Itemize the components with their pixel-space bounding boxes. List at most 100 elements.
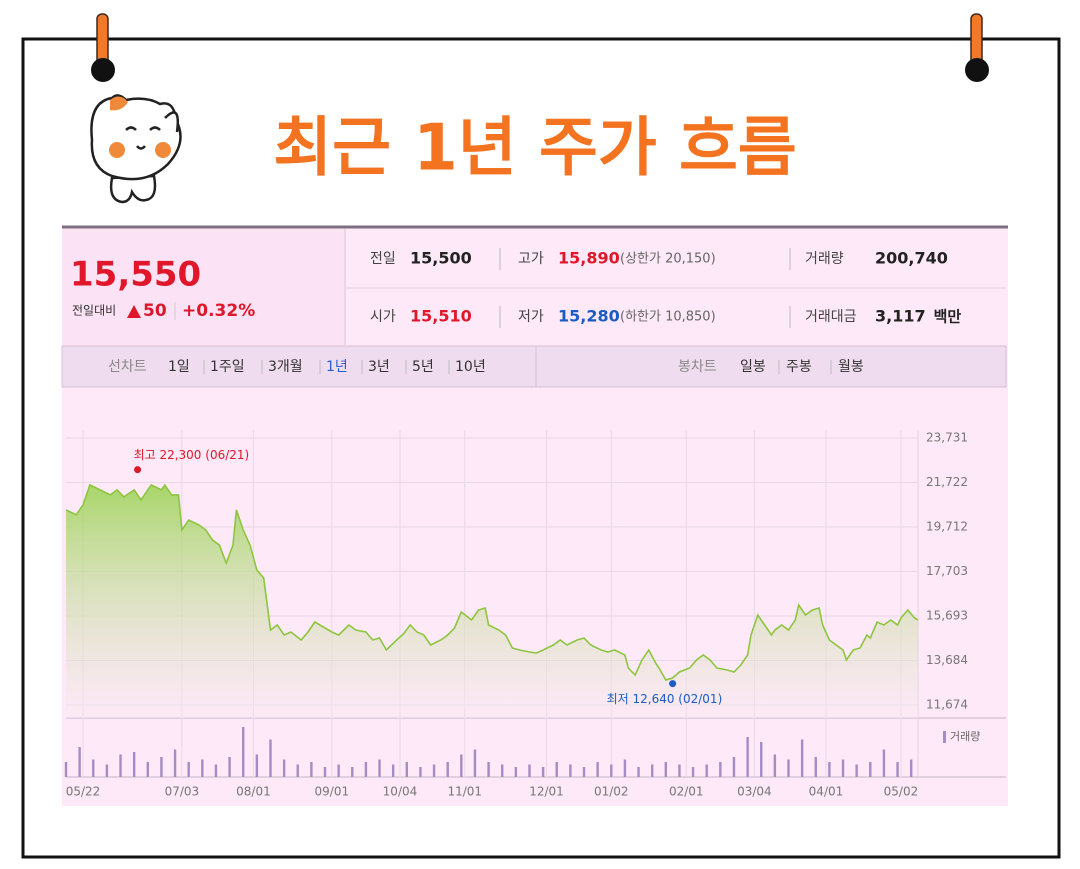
tab[interactable]: 3년 [368,359,390,375]
x-tick-label: 10/04 [383,785,418,799]
quote-value: 15,510 [410,307,472,326]
volume-bar [828,762,831,777]
y-tick-label: 13,684 [926,653,968,667]
volume-bar [296,764,299,777]
x-tick-label: 04/01 [809,785,844,799]
x-tick-label: 07/03 [165,785,200,799]
volume-bar [419,767,422,777]
volume-bar [705,764,708,777]
volume-bar [242,727,245,777]
volume-bar [719,762,722,777]
annotation: 최고 22,300 (06/21) [134,448,250,462]
volume-bar [146,762,149,777]
quote-label: 전일 [370,251,396,267]
y-tick-label: 15,693 [926,608,968,622]
volume-bar [582,767,586,777]
volume-bar [555,762,558,777]
quote-limit: (상한가 20,150) [620,252,716,267]
price-box [62,229,345,345]
tab[interactable]: 일봉 [740,359,766,375]
x-tick-label: 11/01 [447,785,482,799]
tab[interactable]: 1년 [326,359,348,375]
x-tick-label: 01/02 [594,785,629,799]
volume-bar [569,764,572,777]
area [66,484,918,718]
volume-bar [105,764,109,777]
volume-bar [64,762,68,777]
tab[interactable]: 주봉 [786,359,812,375]
tab[interactable]: 3개월 [268,359,303,375]
volume-bar [323,767,327,777]
volume-bar [473,749,477,777]
quote-label: 거래대금 [805,309,857,325]
tab[interactable]: 1일 [168,359,190,375]
cat-icon [90,94,182,204]
quote-value: 15,280 [558,307,620,326]
volume-bar [460,754,463,777]
change: 50 [143,301,167,321]
volume-bar [255,754,259,777]
volume-bar [187,762,190,777]
volume-bar [160,757,163,777]
volume-bar [228,757,231,777]
volume-bar [501,764,504,777]
y-tick-label: 23,731 [926,430,968,444]
quote-value: 200,740 [875,249,948,268]
quote-label: 고가 [518,251,544,267]
x-tick-label: 05/02 [884,785,919,799]
tab[interactable]: 월봉 [838,359,864,375]
quote-value: 3,117 [875,307,926,326]
y-tick-label: 19,712 [926,519,968,533]
volume-bar [787,759,790,777]
volume-bar [514,767,518,777]
legend-label: 거래량 [950,730,980,743]
volume-bar [173,749,177,777]
volume-bar [337,764,340,777]
x-tick-label: 08/01 [236,785,271,799]
volume-bar [282,759,286,777]
volume-bar [78,747,81,777]
volume-bar [269,739,272,777]
volume-bar [814,757,817,777]
x-tick-label: 12/01 [529,785,564,799]
volume-bar [610,764,613,777]
volume-bar [92,759,95,777]
quote-label: 저가 [518,309,544,325]
y-tick-label: 21,722 [926,475,968,489]
volume-bar [432,764,436,777]
volume-bar [869,762,872,777]
volume-bar [391,764,395,777]
y-tick-label: 17,703 [926,564,968,578]
x-tick-label: 03/04 [737,785,772,799]
volume-bar [446,762,449,777]
volume-bar [678,764,681,777]
price: 15,550 [70,255,201,295]
volume-bar [746,737,749,777]
x-tick-label: 05/22 [66,785,101,799]
annotation-dot [669,680,677,688]
tab-group-label: 봉차트 [678,359,717,375]
volume-bar [841,759,845,777]
pin-left [91,13,115,82]
volume-bar [310,762,313,777]
change-label: 전일대비 [72,304,116,318]
volume-bar [541,767,545,777]
volume-bar [132,752,136,777]
quote-value: 15,890 [558,249,620,268]
tab-bar [61,345,1007,388]
page-title: 최근 1년 주가 흐름 [273,112,797,186]
volume-bar [214,764,218,777]
volume-bar [896,762,899,777]
tab[interactable]: 5년 [412,359,434,375]
volume-bar [528,764,531,777]
volume-bar [909,759,913,777]
tab[interactable]: 1주일 [210,359,245,375]
tab[interactable]: 10년 [455,359,486,375]
annotation: 최저 12,640 (02/01) [607,692,723,706]
volume-bar [351,767,354,777]
quote-unit: 백만 [934,308,962,326]
y-tick-label: 11,674 [926,698,968,712]
volume-bar [405,762,408,777]
